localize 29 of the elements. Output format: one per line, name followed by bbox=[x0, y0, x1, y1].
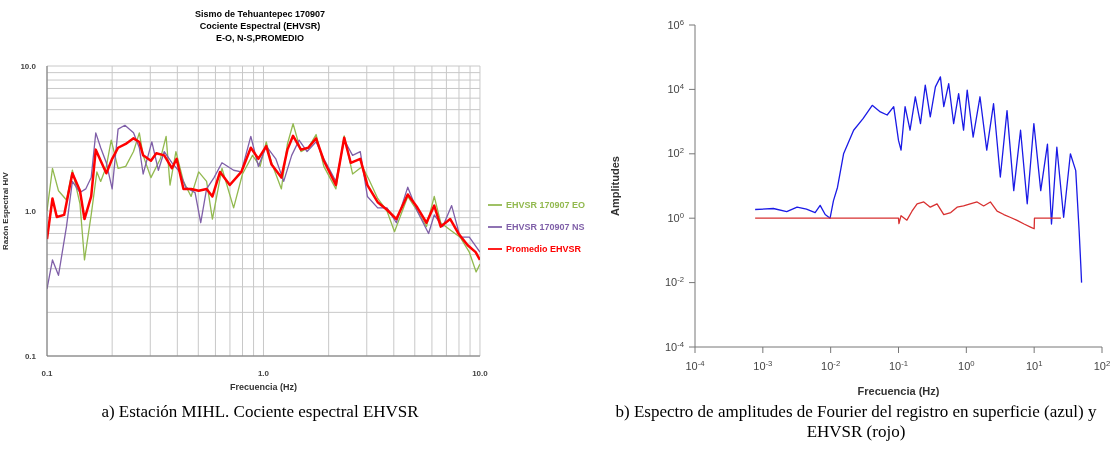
legend-label: EHVSR 170907 NS bbox=[505, 221, 585, 232]
y-tick-label: 10$^{-2}$ bbox=[664, 274, 684, 289]
x-tick-label: 10$^{-4}$ bbox=[685, 358, 706, 372]
x-tick-label: 10$^{-2}$ bbox=[821, 358, 841, 372]
y-axis-title: Razón Espectral H/V bbox=[0, 171, 10, 250]
x-tick-label: 0.1 bbox=[41, 369, 54, 378]
y-tick-label: 10$^{6}$ bbox=[667, 17, 684, 31]
x-tick-label: 1.0 bbox=[257, 369, 270, 378]
y-tick-label: 10$^{2}$ bbox=[667, 145, 684, 160]
legend-label: Promedio EHVSR bbox=[505, 243, 581, 254]
text: b) Espectro de amplitudes de Fourier del registro en superficie (azul) y EHVSR (rojo) bbox=[614, 402, 1098, 442]
y-tick-label: 0.1 bbox=[24, 351, 37, 361]
x-axis-title: Frecuencia (Hz) bbox=[857, 385, 940, 397]
y-tick-label: 10$^{0}$ bbox=[667, 210, 684, 224]
text: a) Estación MIHL. Cociente espectral EHVSR bbox=[100, 402, 420, 422]
y-tick-label: 10.0 bbox=[20, 61, 37, 71]
x-tick-label: 10$^{-3}$ bbox=[753, 358, 773, 372]
x-tick-label: 10$^{0}$ bbox=[958, 358, 975, 372]
y-tick-label: 1.0 bbox=[24, 206, 37, 216]
legend-label: EHVSR 170907 EO bbox=[505, 199, 585, 210]
x-axis-title: Frecuencia (Hz) bbox=[229, 382, 297, 392]
x-tick-label: 10.0 bbox=[472, 369, 489, 378]
y-tick-label: 10$^{4}$ bbox=[667, 81, 685, 96]
x-tick-label: 10$^{2}$ bbox=[1093, 358, 1111, 372]
x-tick-label: 10$^{1}$ bbox=[1025, 358, 1043, 372]
x-tick-label: 10$^{-1}$ bbox=[888, 358, 909, 372]
y-axis-title: Amplitudes bbox=[608, 156, 621, 216]
chart-title: Sismo de Tehuantepec 170907 Cociente Espectral (EHVSR) E-O, N-S,PROMEDIO bbox=[194, 8, 326, 44]
y-tick-label: 10$^{-4}$ bbox=[664, 339, 685, 353]
